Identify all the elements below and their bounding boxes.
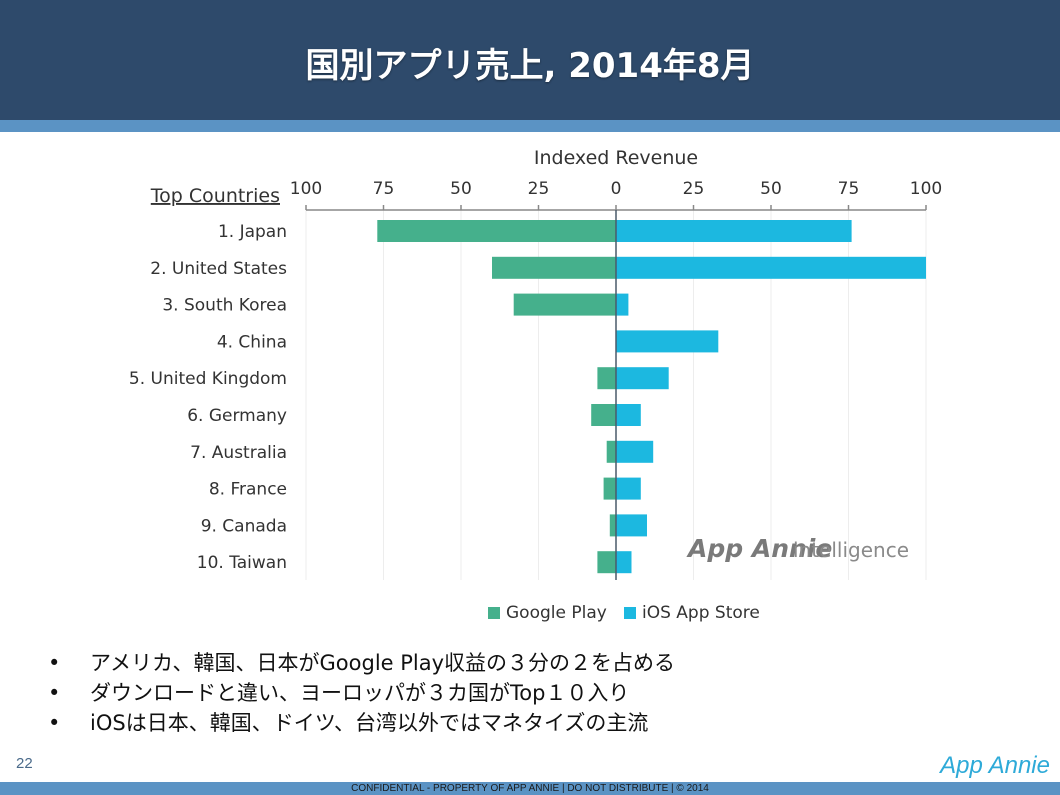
category-label: 4. China (217, 332, 287, 352)
bar-google-play (377, 220, 616, 242)
category-label: 6. Germany (187, 406, 287, 426)
category-label: 2. United States (150, 259, 287, 279)
bar-ios (616, 514, 647, 537)
bar-ios (616, 330, 719, 353)
category-label: 8. France (209, 480, 287, 500)
category-label: 9. Canada (201, 516, 287, 536)
footer-text: CONFIDENTIAL - PROPERTY OF APP ANNIE | D… (351, 783, 709, 794)
bullet-text: iOSは日本、韓国、ドイツ、台湾以外ではマネタイズの主流 (90, 711, 649, 735)
legend-label-ios: iOS App Store (642, 603, 760, 623)
bar-google-play (591, 404, 616, 426)
bar-ios (616, 440, 654, 463)
bar-google-play (492, 256, 616, 279)
tick-label: 25 (683, 179, 705, 199)
bar-google-play (597, 367, 616, 390)
bullet-text: ダウンロードと違い、ヨーロッパが３カ国がTop１０入り (90, 681, 630, 705)
footer-bar (0, 782, 1060, 795)
category-label: 5. United Kingdom (129, 369, 287, 389)
app-annie-logo: App Annie (940, 752, 1050, 779)
bar-ios (616, 293, 629, 316)
category-label: 7. Australia (190, 443, 287, 463)
bar-ios (616, 367, 669, 390)
bullet-text: アメリカ、韓国、日本がGoogle Play収益の３分の２を占める (90, 651, 676, 675)
bullet-item: • iOSは日本、韓国、ドイツ、台湾以外ではマネタイズの主流 (48, 711, 649, 735)
bar-ios (616, 551, 632, 574)
header-strip (0, 120, 1060, 132)
category-header: Top Countries (150, 185, 280, 207)
watermark-suffix: intelligence (793, 538, 909, 562)
tick-label: 75 (373, 179, 395, 199)
tick-label: 100 (910, 179, 942, 199)
legend-swatch-google-play (488, 607, 500, 619)
bullet-item: • ダウンロードと違い、ヨーロッパが３カ国がTop１０入り (48, 681, 630, 705)
bullet-item: • アメリカ、韓国、日本がGoogle Play収益の３分の２を占める (48, 651, 676, 675)
bar-ios (616, 256, 926, 279)
bar-google-play (606, 440, 616, 463)
diverging-bar-chart: Indexed Revenue 100 75 50 25 0 25 50 75 100 Top Co… (129, 147, 942, 623)
category-label: 1. Japan (218, 222, 287, 242)
legend-swatch-ios (624, 607, 636, 619)
bar-ios (616, 220, 852, 242)
page-number: 22 (16, 755, 33, 772)
bullet-list: • アメリカ、韓国、日本がGoogle Play収益の３分の２を占める • ダウンロ… (48, 648, 675, 738)
category-label: 3. South Korea (162, 296, 287, 316)
bar-ios (616, 477, 641, 500)
bar-google-play (609, 514, 616, 537)
tick-label: 25 (528, 179, 550, 199)
tick-label: 100 (290, 179, 322, 199)
bar-google-play (603, 477, 616, 500)
bar-google-play (597, 551, 616, 574)
tick-label: 50 (760, 179, 782, 199)
slide-title: 国別アプリ売上, 2014年8月 (305, 46, 755, 86)
bar-ios (616, 404, 641, 426)
watermark-brand: App Annie (686, 534, 832, 563)
bar-google-play (513, 293, 616, 316)
tick-label: 50 (450, 179, 472, 199)
legend-label-google-play: Google Play (506, 603, 607, 623)
category-label: 10. Taiwan (197, 553, 287, 573)
header-bar (0, 0, 1060, 120)
axis-title: Indexed Revenue (534, 147, 698, 169)
tick-label: 0 (611, 179, 622, 199)
tick-label: 75 (838, 179, 860, 199)
